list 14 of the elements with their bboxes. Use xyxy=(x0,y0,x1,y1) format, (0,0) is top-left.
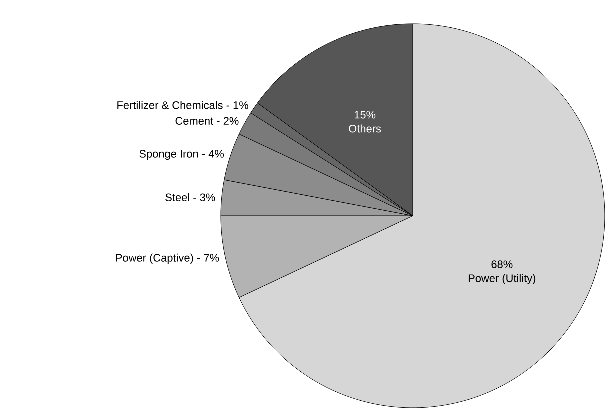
data-label: 7% xyxy=(204,254,220,262)
data-label: 4% xyxy=(208,150,224,158)
data-label: 15% xyxy=(354,111,376,119)
slice-label: Others xyxy=(349,124,382,133)
slice-label: Power (Utility) xyxy=(468,274,536,285)
data-label: 1% xyxy=(234,102,248,110)
slice-label: Fertilizer & Chemicals - xyxy=(118,101,230,110)
slice-label: Steel - xyxy=(166,193,196,202)
slice-label: Power (Captive) - xyxy=(116,254,200,264)
slice-label: Sponge Iron - xyxy=(140,150,206,160)
data-label: 2% xyxy=(224,117,239,125)
slice-label: Cement - xyxy=(176,117,220,125)
data-label: 3% xyxy=(200,194,216,202)
data-label: 68% xyxy=(492,260,513,268)
